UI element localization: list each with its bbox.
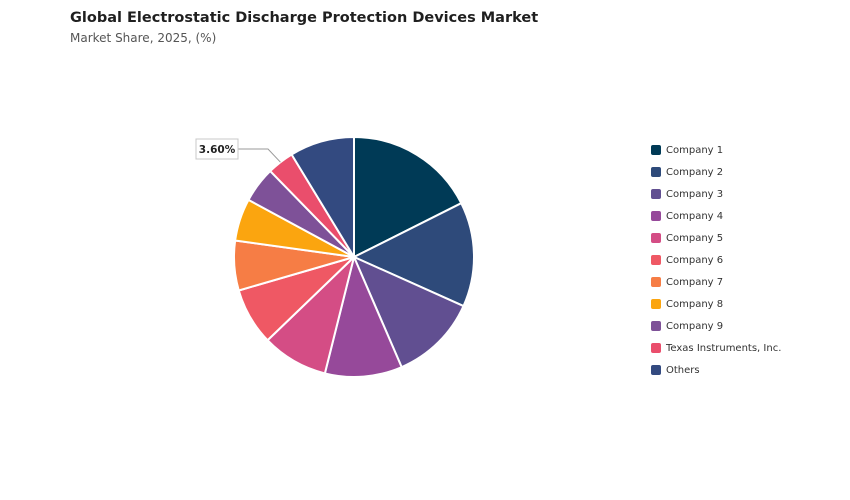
legend-label: Company 5 — [666, 232, 724, 244]
legend-swatch — [651, 167, 661, 177]
legend-swatch — [651, 211, 661, 221]
chart-legend: Company 1 Company 2 Company 3 Company 4 Comp… — [651, 139, 841, 381]
callout-box — [195, 138, 239, 160]
chart-title: Global Electrostatic Discharge Protectio… — [70, 10, 539, 26]
legend-item: Texas Instruments, Inc. — [651, 337, 841, 359]
data-label: 3.60% — [199, 144, 236, 156]
legend-swatch — [651, 277, 661, 287]
legend-swatch — [651, 321, 661, 331]
legend-label: Company 4 — [666, 210, 724, 222]
legend-item: Others — [651, 359, 841, 381]
legend-label: Company 3 — [666, 188, 724, 200]
legend-label: Company 6 — [666, 254, 724, 266]
legend-swatch — [651, 255, 661, 265]
pie-slice-company-3 — [353, 256, 465, 369]
legend-swatch — [651, 145, 661, 155]
pie-slice-others — [290, 136, 355, 258]
legend-label: Texas Instruments, Inc. — [666, 342, 782, 354]
legend-item: Company 9 — [651, 315, 841, 337]
legend-label: Others — [666, 364, 700, 376]
legend-item: Company 1 — [651, 139, 841, 161]
pie-slice-company-4 — [323, 256, 403, 378]
legend-item: Company 3 — [651, 183, 841, 205]
legend-label: Company 7 — [666, 276, 724, 288]
legend-item: Company 6 — [651, 249, 841, 271]
legend-item: Company 2 — [651, 161, 841, 183]
legend-swatch — [651, 233, 661, 243]
legend-label: Company 9 — [666, 320, 724, 332]
legend-label: Company 2 — [666, 166, 724, 178]
data-label-callout: 3.60% — [195, 138, 281, 163]
legend-swatch — [651, 299, 661, 309]
legend-label: Company 1 — [666, 144, 724, 156]
callout-leader-line — [238, 148, 281, 163]
legend-label: Company 8 — [666, 298, 724, 310]
legend-item: Company 7 — [651, 271, 841, 293]
legend-swatch — [651, 189, 661, 199]
chart-subtitle: Market Share, 2025, (%) — [70, 31, 217, 45]
legend-swatch — [651, 343, 661, 353]
pie-slice-company-2 — [353, 202, 475, 308]
legend-item: Company 5 — [651, 227, 841, 249]
legend-item: Company 8 — [651, 293, 841, 315]
legend-swatch — [651, 365, 661, 375]
pie-slice-company-1 — [353, 136, 463, 258]
legend-item: Company 4 — [651, 205, 841, 227]
